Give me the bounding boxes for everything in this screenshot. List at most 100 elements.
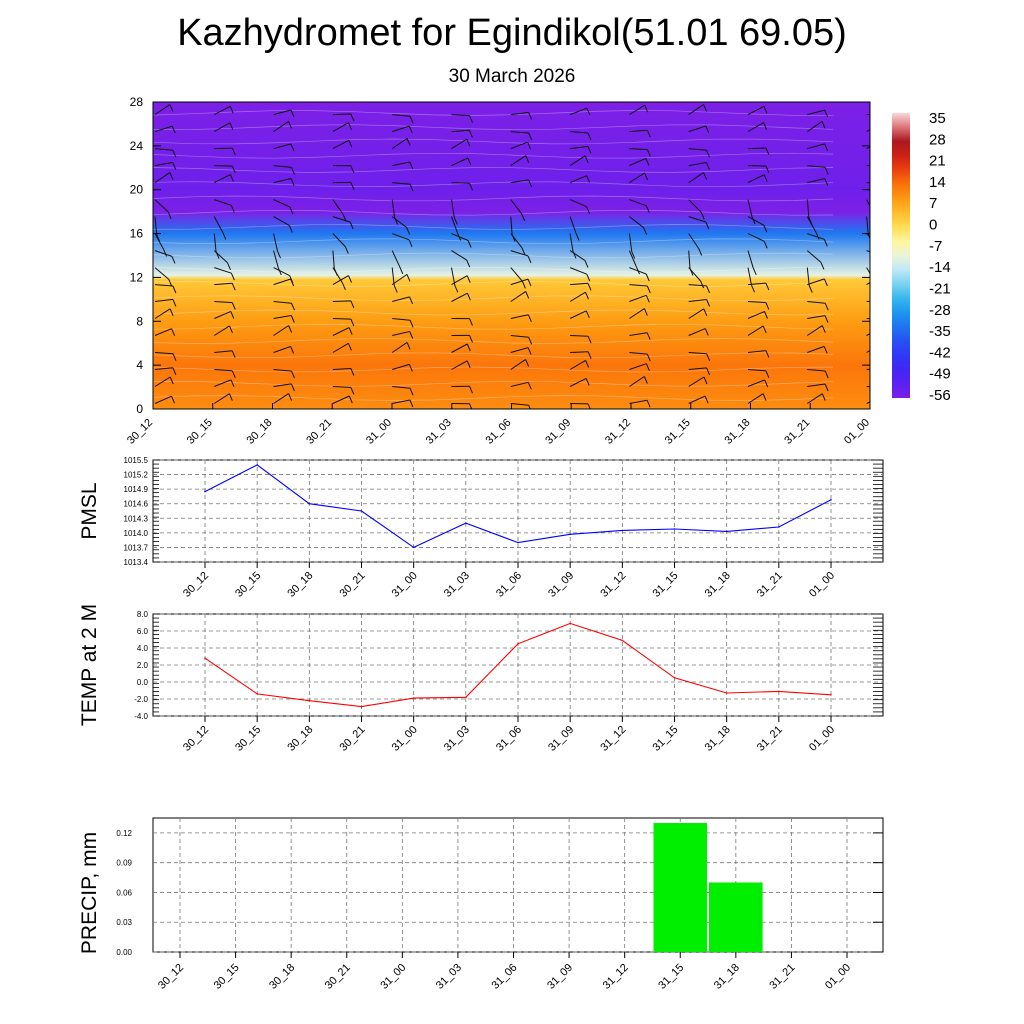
- wind-barb-flag: [586, 108, 591, 116]
- wind-barb-flag: [291, 167, 295, 175]
- wind-barb-flag: [231, 147, 236, 156]
- wind-barb: [807, 345, 825, 353]
- y-tick-label: 28: [130, 95, 144, 109]
- x-tick-label: 31_21: [767, 962, 797, 992]
- x-tick-label: 31_00: [390, 570, 420, 600]
- wind-barb: [747, 250, 754, 268]
- wind-barb: [154, 125, 173, 133]
- wind-barb-flag: [171, 256, 176, 264]
- wind-barb: [392, 399, 410, 404]
- x-tick-label: 30_21: [323, 962, 353, 992]
- wind-barb-flag: [466, 360, 471, 368]
- wind-barb-flag: [348, 122, 352, 130]
- wind-barb-flag: [645, 158, 650, 166]
- wind-barb: [154, 267, 170, 280]
- data-point: [778, 526, 780, 528]
- wind-barb: [747, 147, 767, 150]
- wind-barb-flag: [587, 132, 592, 141]
- x-tick-label: 31_18: [723, 417, 753, 447]
- data-point: [360, 705, 363, 708]
- wind-barb: [451, 343, 468, 353]
- wind-barb-flag: [875, 216, 878, 223]
- data-point: [569, 622, 571, 625]
- wind-barb: [451, 199, 455, 218]
- wind-barb-flag: [288, 121, 292, 129]
- wind-barb: [332, 395, 350, 404]
- y-tick-label: 6.0: [137, 627, 149, 636]
- wind-barb-flag: [469, 386, 473, 394]
- wind-barb-flag: [527, 255, 532, 264]
- wind-barb-flag: [521, 247, 526, 255]
- x-tick-label: 30_21: [338, 570, 368, 600]
- wind-barb-flag: [291, 370, 295, 379]
- wind-barb-flag: [466, 139, 471, 147]
- wind-barb: [332, 342, 349, 353]
- wind-barb: [213, 233, 217, 252]
- wind-barb-flag: [587, 351, 592, 359]
- data-point: [256, 464, 259, 466]
- wind-barb: [273, 216, 290, 226]
- wind-barb-flag: [172, 150, 177, 158]
- wind-barb-flag: [631, 251, 636, 259]
- wind-barb-flag: [468, 130, 473, 138]
- wind-barb: [451, 292, 468, 302]
- precip-bar: [709, 882, 763, 952]
- wind-barb: [510, 403, 529, 406]
- wind-barb: [154, 298, 173, 302]
- x-tick-label: 31_15: [656, 962, 686, 992]
- wind-barb-flag: [348, 395, 353, 404]
- wind-barb-flag: [406, 227, 411, 235]
- isotherm-line: [153, 252, 834, 259]
- wind-barb-flag: [876, 283, 879, 290]
- wind-barb: [154, 395, 172, 404]
- wind-barb: [154, 104, 171, 116]
- wind-barb: [510, 358, 526, 370]
- wind-barb: [866, 199, 870, 208]
- wind-barb-flag: [406, 138, 411, 146]
- y-tick-label: 4: [136, 358, 143, 372]
- wind-barb-flag: [393, 285, 398, 293]
- wind-barb: [273, 178, 292, 184]
- wind-barb-flag: [350, 165, 355, 173]
- wind-barb-flag: [882, 343, 885, 350]
- wind-barb-flag: [824, 383, 829, 392]
- wind-barb: [154, 352, 174, 355]
- wind-barb: [214, 350, 233, 353]
- wind-barb-flag: [288, 225, 293, 233]
- wind-barb-flag: [824, 109, 829, 118]
- wind-barb-flag: [763, 225, 768, 233]
- wind-barb-flag: [348, 327, 353, 335]
- isotherm-line: [153, 152, 834, 159]
- wind-barb-flag: [700, 280, 705, 289]
- wind-barb: [510, 278, 529, 286]
- wind-barb-flag: [350, 318, 355, 327]
- wind-barb-flag: [399, 266, 404, 275]
- wind-barb-flag: [169, 172, 174, 180]
- wind-barb-flag: [525, 155, 530, 163]
- wind-barb-flag: [646, 285, 651, 294]
- data-point: [621, 529, 624, 532]
- wind-barb: [214, 282, 233, 286]
- wind-barb-flag: [409, 116, 414, 124]
- wind-barb-flag: [228, 393, 233, 401]
- wind-barb-flag: [469, 403, 473, 409]
- wind-barb-flag: [466, 293, 471, 301]
- x-tick-label: 31_03: [442, 570, 472, 600]
- wind-barb-flag: [584, 155, 589, 163]
- wind-barb-flag: [348, 140, 353, 148]
- wind-barb-flag: [169, 376, 174, 385]
- wind-barb-flag: [643, 227, 648, 235]
- wind-barb: [866, 216, 869, 235]
- temperature-field: [153, 102, 870, 409]
- wind-barb: [392, 363, 410, 370]
- wind-barb: [747, 216, 765, 226]
- wind-barb-flag: [824, 303, 829, 311]
- wind-barb: [273, 199, 291, 208]
- wind-barb: [510, 267, 523, 282]
- data-point: [778, 690, 780, 693]
- wind-barb-flag: [700, 212, 705, 220]
- wind-barb-flag: [821, 325, 826, 333]
- wind-barb-flag: [290, 109, 295, 118]
- wind-barb: [273, 120, 289, 133]
- wind-barb: [391, 273, 408, 286]
